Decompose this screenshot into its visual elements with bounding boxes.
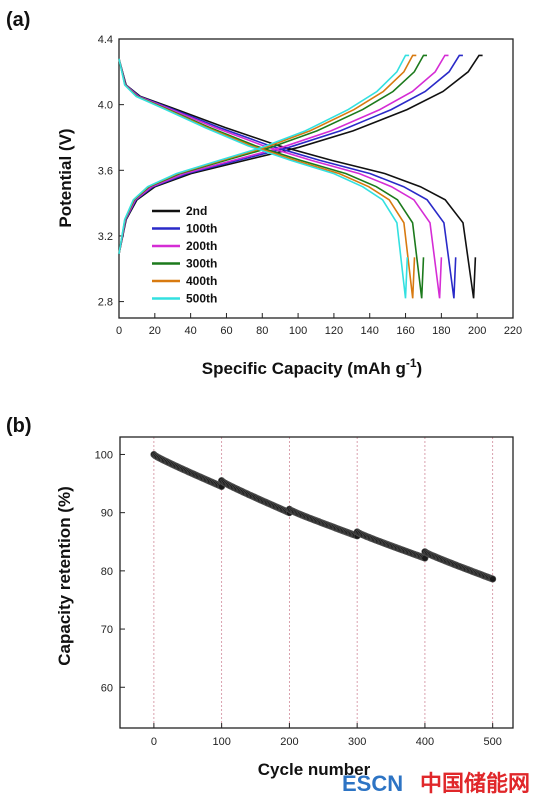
panel-a-xtick-label: 160 — [396, 325, 414, 337]
watermark: ESCN 中国储能网 — [342, 771, 530, 796]
series-500th-discharge-curve — [118, 58, 409, 299]
panel-a-ytick-label: 4.0 — [98, 100, 113, 112]
panel-a-xlabel-sup: -1 — [406, 356, 417, 370]
legend-label-400th: 400th — [186, 274, 217, 288]
panel-a-xtick-label: 140 — [361, 325, 379, 337]
panel-a-xtick-label: 100 — [289, 325, 307, 337]
panel-b-xlabel: Cycle number — [258, 760, 371, 779]
panel-b-frame — [119, 436, 514, 729]
panel-a-ticks: 0 20 40 60 80 100 120 140 160 180 200 220 2.8 3.2 3.6 4… — [98, 34, 522, 337]
legend-label-200th: 200th — [186, 239, 217, 253]
panel-a-xtick-label: 200 — [468, 325, 486, 337]
watermark-text: 中国储能网 — [420, 771, 530, 796]
panel-a-xtick-label: 180 — [432, 325, 450, 337]
panel-a-curves — [118, 54, 483, 299]
panel-a-xlabel: Specific Capacity (mAh g-1) — [202, 356, 422, 378]
panel-a-ytick-label: 2.8 — [98, 297, 113, 309]
panel-a-xlabel-main: Specific Capacity (mAh g — [202, 359, 406, 378]
panel-a: (a) 0 20 40 60 80 100 120 140 160 180 200 220 2.8 3.2… — [6, 9, 522, 378]
panel-b-xtick-label: 200 — [280, 736, 298, 748]
panel-a-label: (a) — [6, 9, 30, 31]
series-500th-charge-curve — [118, 54, 410, 255]
panel-b-ticks: 0 100 200 300 400 500 60 70 80 90 100 — [95, 449, 502, 748]
panel-a-xtick-label: 40 — [185, 325, 197, 337]
panel-a-xtick-label: 80 — [256, 325, 268, 337]
panel-b: (b) 0 100 200 300 400 500 60 70 80 90 100 Capacity… — [6, 415, 514, 779]
panel-b-xtick-label: 100 — [212, 736, 230, 748]
panel-a-xtick-label: 20 — [149, 325, 161, 337]
panel-a-xtick-label: 120 — [325, 325, 343, 337]
panel-b-xtick-label: 300 — [348, 736, 366, 748]
panel-a-xlabel-close: ) — [417, 359, 423, 378]
panel-b-ytick-label: 100 — [95, 449, 113, 461]
panel-b-ytick-label: 80 — [101, 566, 113, 578]
retention-point — [489, 575, 497, 583]
panel-b-ytick-label: 70 — [101, 624, 113, 636]
legend-label-500th: 500th — [186, 292, 217, 306]
watermark-brand: ESCN — [342, 771, 403, 796]
panel-b-points — [150, 450, 497, 583]
legend-label-100th: 100th — [186, 222, 217, 236]
panel-b-xtick-label: 500 — [483, 736, 501, 748]
panel-a-xtick-label: 60 — [220, 325, 232, 337]
panel-b-xtick-label: 0 — [151, 736, 157, 748]
panel-b-ytick-label: 60 — [101, 682, 113, 694]
panel-a-ylabel: Potential (V) — [56, 128, 75, 227]
legend-label-2nd: 2nd — [186, 204, 207, 218]
panel-a-ytick-label: 3.2 — [98, 231, 113, 243]
panel-b-ylabel: Capacity retention (%) — [55, 486, 74, 665]
panel-a-ytick-label: 3.6 — [98, 165, 113, 177]
panel-a-xtick-label: 220 — [504, 325, 522, 337]
panel-a-legend: 2nd 100th 200th 300th 400th 500th — [152, 204, 217, 306]
legend-label-300th: 300th — [186, 257, 217, 271]
panel-a-xtick-label: 0 — [116, 325, 122, 337]
panel-b-label: (b) — [6, 415, 32, 437]
panel-a-frame — [118, 38, 514, 319]
panel-a-ytick-label: 4.4 — [98, 34, 113, 46]
panel-b-xtick-label: 400 — [416, 736, 434, 748]
panel-b-ytick-label: 90 — [101, 508, 113, 520]
